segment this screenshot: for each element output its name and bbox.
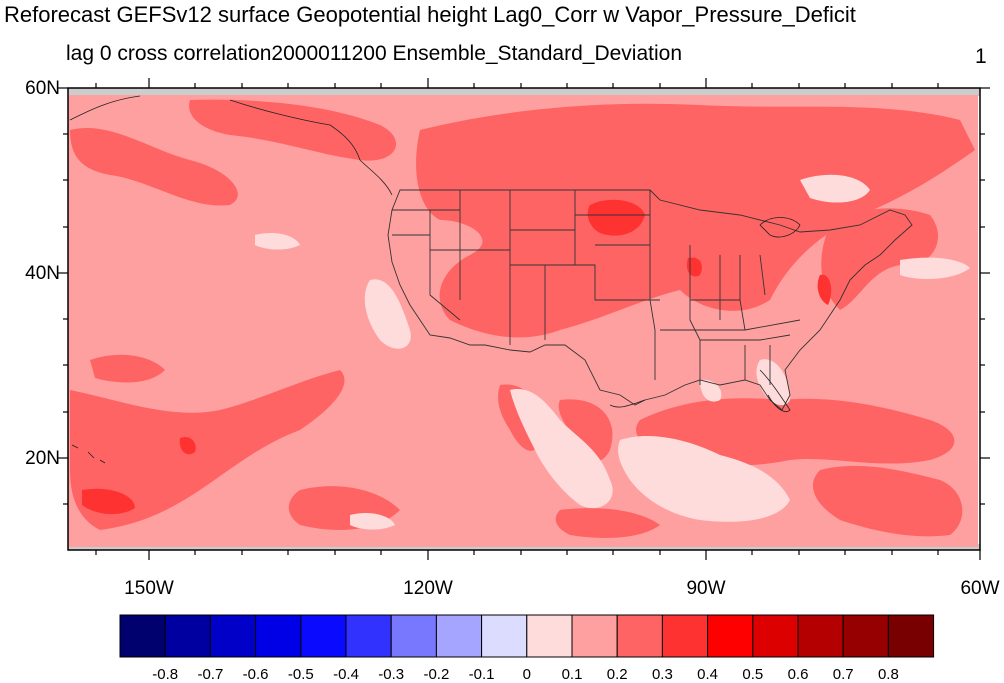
lat-label-40n: 40N	[25, 263, 60, 284]
lat-label-60n: 60N	[25, 78, 60, 99]
colorbar-label: 0.8	[877, 666, 899, 683]
colorbar-label: -0.4	[333, 666, 359, 683]
colorbar-label: 0.7	[832, 666, 854, 683]
colorbar-cell	[345, 614, 392, 658]
colorbar-label: 0.5	[742, 666, 764, 683]
colorbar-label: -0.6	[242, 666, 269, 683]
colorbar-cell	[571, 614, 618, 658]
colorbar-cell	[119, 614, 166, 658]
plot-subtitle: lag 0 cross correlation2000011200 Ensemb…	[66, 42, 683, 65]
lon-label-120w: 120W	[403, 578, 453, 599]
colorbar-label: -0.8	[152, 666, 179, 683]
map-high-patches	[82, 199, 832, 515]
lat-label-20n: 20N	[25, 448, 60, 469]
colorbar-cell	[164, 614, 211, 658]
map-missing-strip-top	[68, 88, 980, 96]
colorbar-cell	[526, 614, 573, 658]
colorbar-label: -0.7	[197, 666, 224, 683]
plot-title: Reforecast GEFSv12 surface Geopotential …	[4, 2, 856, 27]
map-coastlines	[69, 95, 801, 464]
colorbar-cell	[887, 614, 935, 658]
colorbar-cell	[707, 614, 754, 658]
map-boundaries	[387, 189, 913, 411]
colorbar-cell	[390, 614, 437, 658]
colorbar-label: 0.2	[606, 666, 628, 683]
colorbar-label: -0.2	[423, 666, 450, 683]
colorbar-label: 0.3	[651, 666, 673, 683]
colorbar-cell	[616, 614, 663, 658]
colorbar-label: -0.5	[287, 666, 314, 683]
map-ticks	[58, 78, 990, 560]
colorbar-label: -0.1	[468, 666, 495, 683]
colorbar-cell	[481, 614, 528, 658]
colorbar-cell	[842, 614, 889, 658]
colorbar-cell	[255, 614, 302, 658]
lon-label-90w: 90W	[686, 578, 726, 599]
colorbar-cell	[797, 614, 844, 658]
colorbar-cell	[752, 614, 799, 658]
colorbar-label: 0.6	[787, 666, 809, 683]
colorbar-cell	[661, 614, 709, 658]
colorbar-cell	[435, 614, 483, 658]
lon-label-60w: 60W	[960, 578, 1000, 599]
colorbar-label: 0.1	[561, 666, 583, 683]
page-number: 1	[975, 45, 987, 68]
colorbar-label: 0	[522, 666, 531, 683]
map-mid-patches	[70, 99, 975, 538]
colorbar-label: 0.4	[697, 666, 719, 683]
colorbar-label: -0.3	[378, 666, 405, 683]
colorbar-cell	[300, 614, 347, 658]
colorbar	[119, 614, 935, 658]
colorbar-cell	[209, 614, 257, 658]
map-low-patches	[255, 174, 970, 530]
lon-label-150w: 150W	[124, 578, 174, 599]
